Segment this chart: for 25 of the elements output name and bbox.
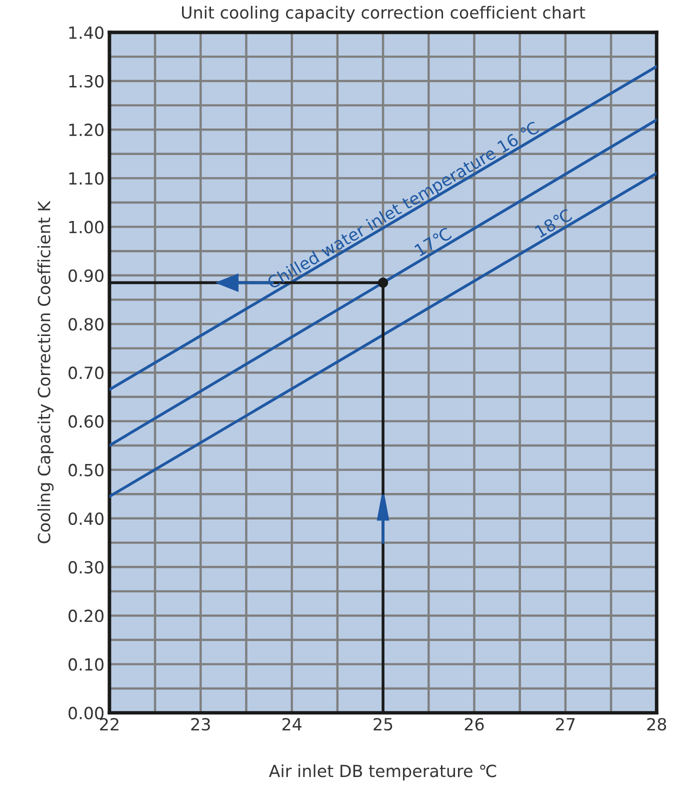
y-tick-label: 0.20: [68, 610, 104, 622]
y-tick-label: 0.70: [68, 366, 104, 380]
y-tick-label: 0.40: [68, 512, 104, 525]
y-tick-label: 1.30: [69, 74, 104, 88]
y-tick-label: 0.10: [68, 658, 104, 671]
x-tick-label: 22: [100, 718, 118, 730]
x-tick-label: 27: [556, 718, 575, 730]
x-axis-title: Air inlet DB temperature ℃: [268, 764, 496, 780]
y-tick-label: 0.00: [68, 706, 104, 720]
y-axis-title: Cooling Capacity Correction Coefficient K: [37, 200, 54, 544]
y-tick-label: 0.30: [68, 560, 104, 574]
y-tick-label: 1.40: [69, 26, 104, 39]
y-tick-label: 1.20: [69, 124, 104, 136]
x-tick-label: 24: [282, 718, 302, 730]
y-tick-label: 0.50: [68, 464, 104, 476]
y-tick-label: 0.90: [68, 269, 104, 282]
x-tick-label: 25: [374, 718, 392, 731]
x-tick-label: 26: [464, 718, 484, 731]
y-tick-label: 0.60: [68, 415, 104, 428]
x-tick-label: 28: [647, 718, 666, 731]
x-tick-label: 23: [191, 718, 210, 731]
chart-title: Unit cooling capacity correction coefficient chart: [182, 6, 586, 22]
y-tick-label: 1.00: [69, 220, 104, 234]
y-tick-label: 0.80: [68, 318, 104, 331]
y-tick-label: 1.10: [69, 172, 104, 185]
